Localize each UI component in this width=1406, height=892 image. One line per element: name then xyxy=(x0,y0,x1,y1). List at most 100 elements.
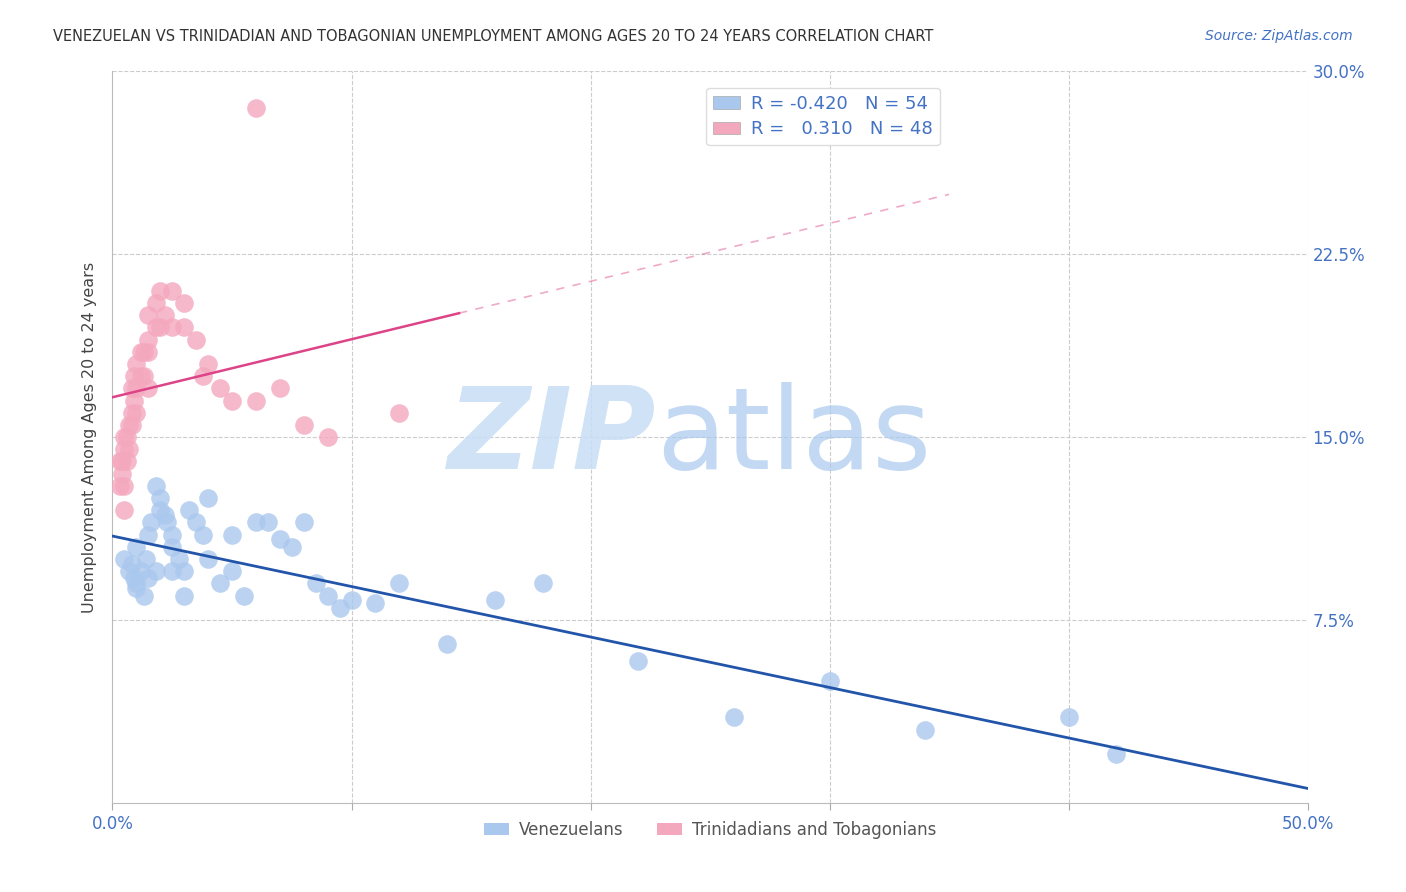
Point xyxy=(138,333,160,347)
Point xyxy=(125,381,148,395)
Point xyxy=(125,540,148,554)
Text: Source: ZipAtlas.com: Source: ZipAtlas.com xyxy=(1205,29,1353,43)
Point xyxy=(135,552,157,566)
Point xyxy=(114,503,135,517)
Point xyxy=(115,454,138,468)
Point xyxy=(177,503,200,517)
Point xyxy=(114,552,135,566)
Point xyxy=(129,564,152,578)
Point xyxy=(162,527,183,541)
Text: atlas: atlas xyxy=(657,382,932,492)
Point xyxy=(138,308,160,322)
Point xyxy=(281,540,304,554)
Point xyxy=(340,593,363,607)
Text: ZIP: ZIP xyxy=(447,382,657,492)
Point xyxy=(153,308,176,322)
Point xyxy=(132,589,155,603)
Point xyxy=(197,357,219,371)
Point xyxy=(316,430,339,444)
Point xyxy=(121,557,143,571)
Point xyxy=(162,284,183,298)
Point xyxy=(145,296,167,310)
Point xyxy=(122,572,145,586)
Point xyxy=(627,654,650,668)
Point xyxy=(125,357,148,371)
Point xyxy=(138,381,160,395)
Point xyxy=(132,344,155,359)
Text: VENEZUELAN VS TRINIDADIAN AND TOBAGONIAN UNEMPLOYMENT AMONG AGES 20 TO 24 YEARS : VENEZUELAN VS TRINIDADIAN AND TOBAGONIAN… xyxy=(53,29,934,44)
Point xyxy=(111,454,134,468)
Point xyxy=(138,572,160,586)
Point xyxy=(169,552,191,566)
Point xyxy=(245,101,267,115)
Point xyxy=(149,284,172,298)
Point xyxy=(129,369,152,384)
Point xyxy=(132,369,155,384)
Point xyxy=(162,320,183,334)
Point xyxy=(531,576,554,591)
Y-axis label: Unemployment Among Ages 20 to 24 years: Unemployment Among Ages 20 to 24 years xyxy=(82,261,97,613)
Point xyxy=(114,430,135,444)
Point xyxy=(221,527,243,541)
Point xyxy=(114,479,135,493)
Point xyxy=(162,564,183,578)
Point xyxy=(193,369,215,384)
Point xyxy=(245,393,267,408)
Point xyxy=(257,516,280,530)
Point xyxy=(125,581,148,595)
Point xyxy=(118,442,141,457)
Point xyxy=(153,508,176,522)
Point xyxy=(139,516,162,530)
Point xyxy=(122,393,145,408)
Point xyxy=(316,589,339,603)
Point xyxy=(118,564,141,578)
Point xyxy=(723,710,745,724)
Point xyxy=(388,406,411,420)
Point xyxy=(388,576,411,591)
Point xyxy=(269,533,291,547)
Point xyxy=(436,637,458,651)
Point xyxy=(121,417,143,432)
Point xyxy=(118,417,141,432)
Legend: Venezuelans, Trinidadians and Tobagonians: Venezuelans, Trinidadians and Tobagonian… xyxy=(477,814,943,846)
Point xyxy=(484,593,506,607)
Point xyxy=(292,516,315,530)
Point xyxy=(233,589,256,603)
Point xyxy=(156,516,179,530)
Point xyxy=(149,320,172,334)
Point xyxy=(121,406,143,420)
Point xyxy=(1057,710,1080,724)
Point xyxy=(197,552,219,566)
Point xyxy=(364,596,387,610)
Point xyxy=(186,516,208,530)
Point xyxy=(145,564,167,578)
Point xyxy=(111,467,134,481)
Point xyxy=(173,589,195,603)
Point xyxy=(193,527,215,541)
Point xyxy=(145,320,167,334)
Point xyxy=(305,576,328,591)
Point xyxy=(173,564,195,578)
Point xyxy=(186,333,208,347)
Point xyxy=(114,442,135,457)
Point xyxy=(209,381,232,395)
Point xyxy=(145,479,167,493)
Point xyxy=(125,406,148,420)
Point xyxy=(122,369,145,384)
Point xyxy=(221,564,243,578)
Point xyxy=(197,491,219,505)
Point xyxy=(269,381,291,395)
Point xyxy=(818,673,841,688)
Point xyxy=(221,393,243,408)
Point xyxy=(149,503,172,517)
Point xyxy=(245,516,267,530)
Point xyxy=(914,723,936,737)
Point xyxy=(125,576,148,591)
Point xyxy=(162,540,183,554)
Point xyxy=(329,600,352,615)
Point xyxy=(173,296,195,310)
Point xyxy=(108,479,131,493)
Point xyxy=(209,576,232,591)
Point xyxy=(129,344,152,359)
Point xyxy=(173,320,195,334)
